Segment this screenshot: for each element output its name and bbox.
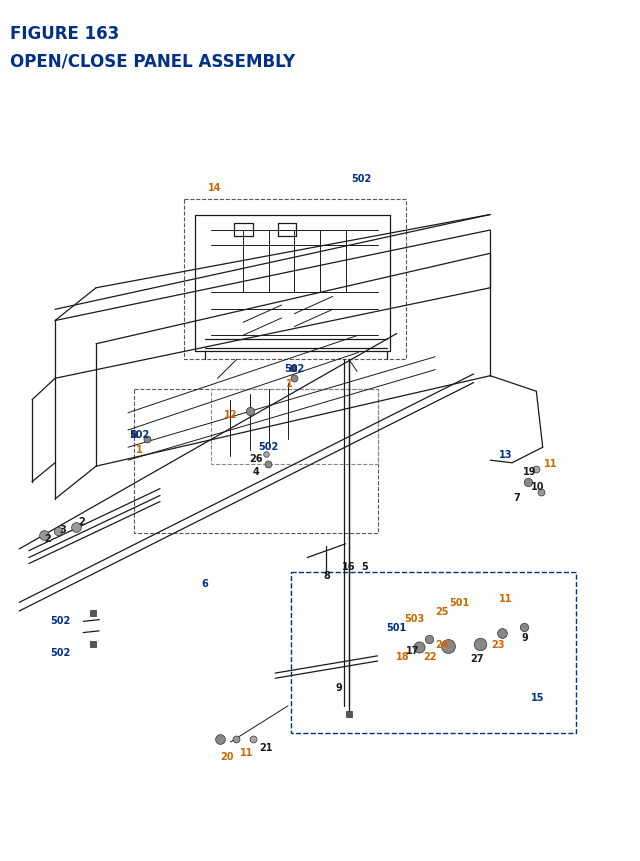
Text: 24: 24 (435, 639, 449, 649)
Text: 23: 23 (491, 639, 505, 649)
Text: 27: 27 (470, 653, 484, 664)
Text: OPEN/CLOSE PANEL ASSEMBLY: OPEN/CLOSE PANEL ASSEMBLY (10, 52, 295, 70)
Text: 17: 17 (406, 645, 420, 655)
Text: 19: 19 (523, 467, 537, 477)
Text: 502: 502 (129, 430, 150, 440)
Text: 7: 7 (514, 492, 520, 503)
Text: 21: 21 (259, 742, 273, 753)
Text: 11: 11 (499, 593, 513, 604)
Text: 15: 15 (531, 692, 545, 703)
Text: 502: 502 (51, 615, 71, 625)
Text: 11: 11 (543, 458, 557, 468)
Text: 4: 4 (253, 467, 259, 477)
Text: 16: 16 (342, 561, 356, 572)
Text: 22: 22 (423, 651, 437, 661)
Text: 18: 18 (396, 651, 410, 661)
Text: 502: 502 (259, 441, 279, 451)
Bar (184, 200, 406, 360)
Text: 502: 502 (51, 647, 71, 658)
Text: 503: 503 (404, 613, 425, 623)
Text: 1: 1 (136, 444, 143, 455)
Text: 501: 501 (449, 598, 470, 608)
Text: 5: 5 (362, 561, 368, 572)
Bar (211, 389, 378, 465)
Text: 12: 12 (223, 410, 237, 420)
Text: 502: 502 (351, 174, 372, 184)
Text: 9: 9 (522, 632, 528, 642)
Text: 8: 8 (323, 570, 330, 580)
Text: 25: 25 (435, 606, 449, 616)
Text: 2: 2 (79, 516, 85, 526)
Text: 502: 502 (284, 363, 305, 374)
Text: 3: 3 (60, 524, 66, 535)
Bar (134, 389, 378, 534)
Text: 10: 10 (531, 481, 545, 492)
Text: 14: 14 (207, 183, 221, 193)
Text: 13: 13 (499, 449, 513, 460)
Text: 20: 20 (220, 751, 234, 761)
Text: 2: 2 (45, 533, 51, 543)
Text: 11: 11 (239, 746, 253, 757)
Text: 501: 501 (387, 622, 407, 632)
Bar (291, 573, 576, 734)
Text: 6: 6 (202, 579, 208, 589)
Text: FIGURE 163: FIGURE 163 (10, 25, 119, 43)
Text: 1: 1 (286, 378, 292, 388)
Text: 26: 26 (249, 453, 263, 463)
Text: 9: 9 (336, 682, 342, 692)
